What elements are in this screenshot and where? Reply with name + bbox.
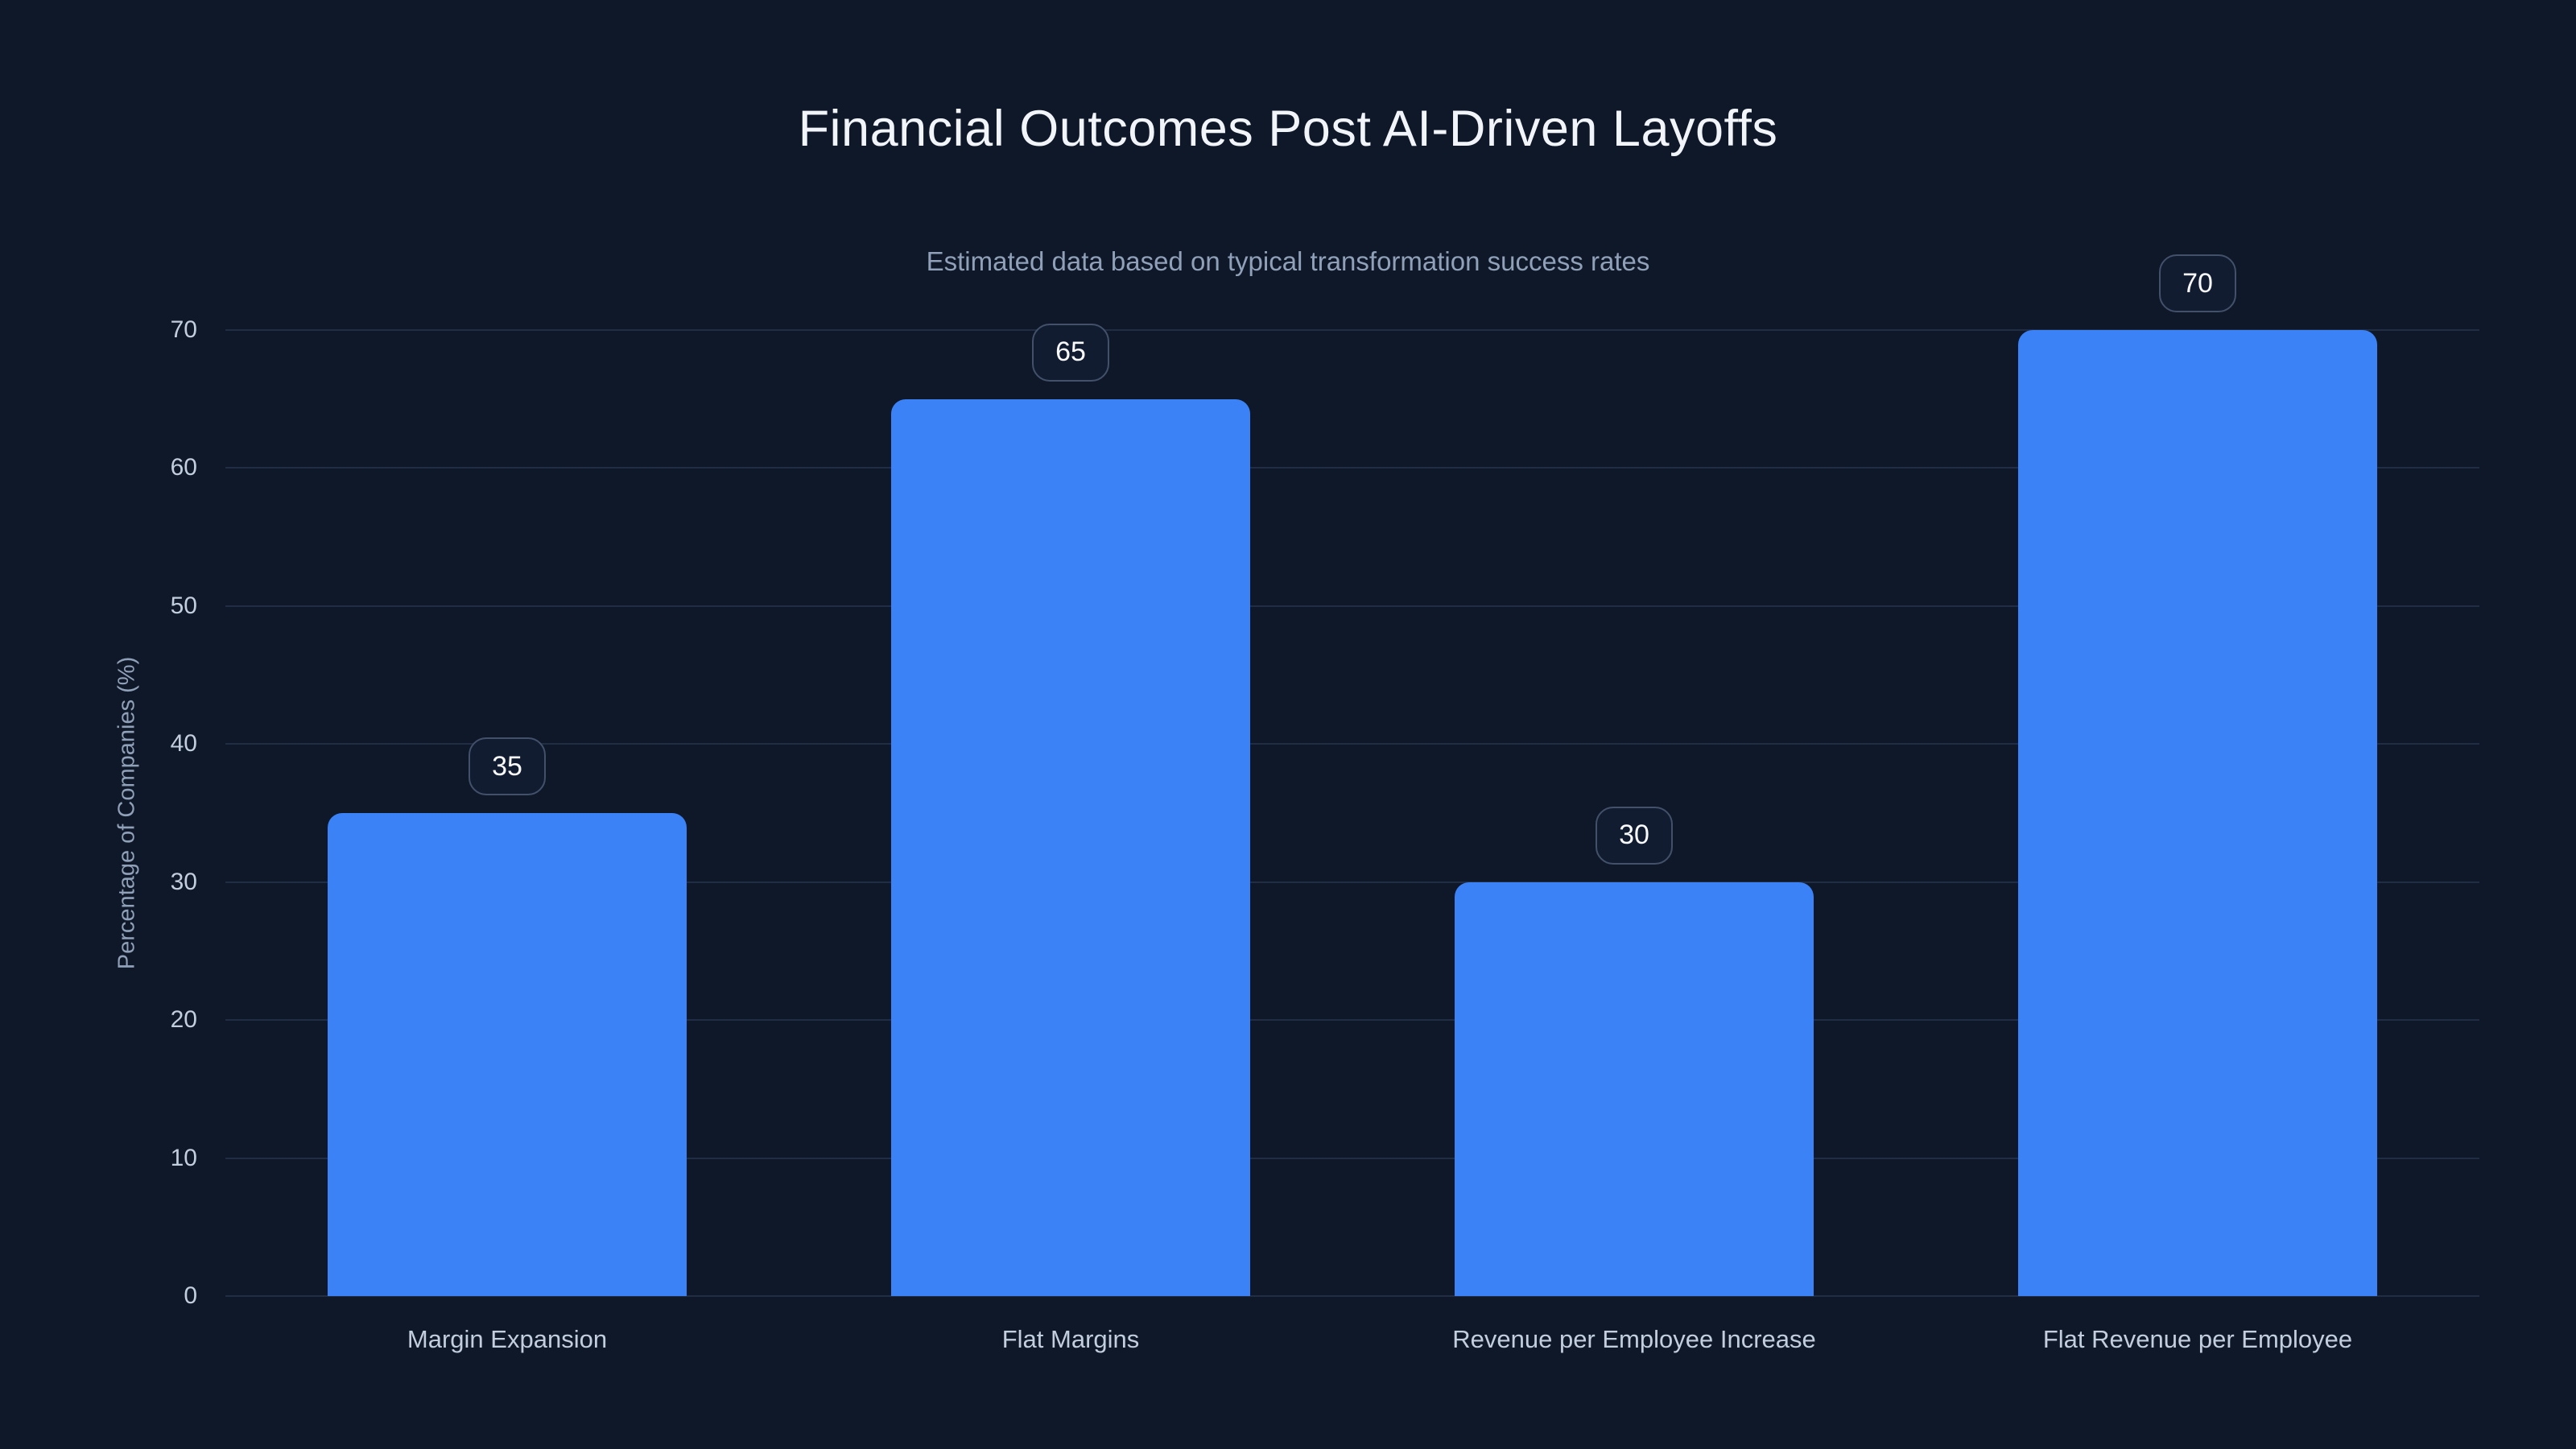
x-axis-label: Revenue per Employee Increase — [1452, 1325, 1816, 1353]
y-tick-label-60: 60 — [170, 454, 197, 481]
x-axis-label: Flat Revenue per Employee — [2042, 1325, 2353, 1353]
gridline-60 — [225, 467, 2479, 469]
bar-group: 70 Flat Revenue per Employee — [1916, 254, 2479, 1353]
y-tick-label-10: 10 — [170, 1144, 197, 1171]
bar — [891, 398, 1250, 1296]
chart-title: Financial Outcomes Post AI-Driven Layoff… — [798, 101, 1778, 157]
gridline-0 — [225, 1295, 2479, 1297]
value-badge: 70 — [2159, 254, 2236, 312]
value-badge-label: 35 — [492, 750, 522, 782]
bar — [328, 813, 687, 1296]
bar — [2018, 330, 2377, 1296]
y-tick-label-30: 30 — [170, 868, 197, 895]
y-tick-label-50: 50 — [170, 592, 197, 619]
chart-subtitle: Estimated data based on typical transfor… — [926, 246, 1650, 276]
value-badge-label: 65 — [1055, 336, 1086, 368]
plot-area: 0 10 20 30 40 50 60 70 35 Margin Expansion 65 Flat … — [171, 254, 2479, 1353]
y-tick-label-40: 40 — [170, 730, 197, 758]
bar-group: 65 Flat Margins — [789, 323, 1352, 1353]
gridline-70 — [225, 329, 2479, 331]
gridline-50 — [225, 605, 2479, 607]
value-badge: 35 — [469, 737, 546, 795]
bar-group: 35 Margin Expansion — [225, 330, 789, 1353]
gridline-20 — [225, 1019, 2479, 1022]
x-axis-label: Flat Margins — [1001, 1325, 1140, 1353]
value-badge-label: 70 — [2182, 267, 2213, 299]
bar — [1455, 881, 1814, 1296]
y-tick-label-20: 20 — [170, 1006, 197, 1034]
gridline-10 — [225, 1157, 2479, 1159]
gridline-30 — [225, 881, 2479, 883]
gridline-40 — [225, 743, 2479, 745]
value-badge-label: 30 — [1619, 819, 1649, 851]
value-badge: 65 — [1032, 323, 1109, 382]
value-badge: 30 — [1596, 806, 1673, 865]
x-axis-label: Margin Expansion — [407, 1325, 608, 1353]
y-tick-label-0: 0 — [184, 1282, 197, 1309]
bar-group: 30 Revenue per Employee Increase — [1352, 330, 1916, 1353]
y-tick-label-70: 70 — [170, 316, 197, 343]
y-axis-title: Percentage of Companies (%) — [114, 656, 140, 970]
